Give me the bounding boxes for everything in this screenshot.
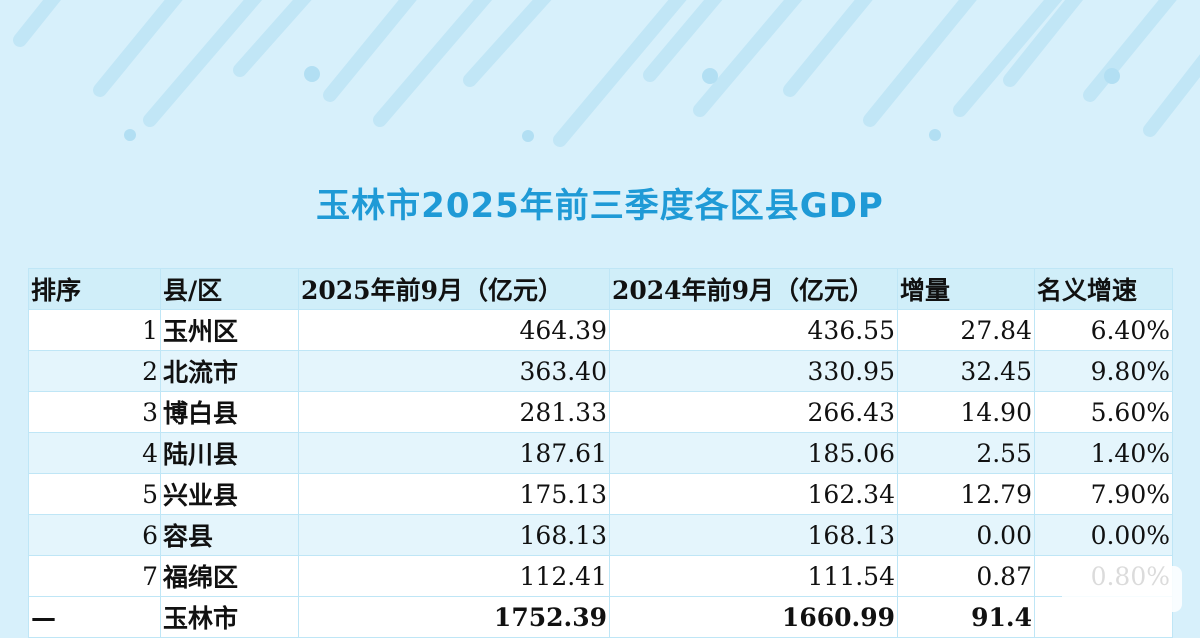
county-name-cell: 博白县 <box>160 391 299 433</box>
column-header-rank: 排序 <box>28 268 161 310</box>
county-name-cell: 兴业县 <box>160 473 299 515</box>
gdp-2025-cell: 1752.39 <box>298 596 610 638</box>
gdp-2024-cell: 266.43 <box>609 391 898 433</box>
table-row: 1 玉州区 464.39 436.55 27.84 6.40% <box>28 309 1173 351</box>
growth-cell: 7.90% <box>1034 473 1173 515</box>
growth-cell: 5.60% <box>1034 391 1173 433</box>
county-name-cell: 玉林市 <box>160 596 299 638</box>
gdp-2024-cell: 1660.99 <box>609 596 898 638</box>
gdp-2024-cell: 168.13 <box>609 514 898 556</box>
rank-cell: 3 <box>28 391 161 433</box>
gdp-2025-cell: 281.33 <box>298 391 610 433</box>
table-row: 3 博白县 281.33 266.43 14.90 5.60% <box>28 391 1173 433</box>
rank-cell: 1 <box>28 309 161 351</box>
table-row: 4 陆川县 187.61 185.06 2.55 1.40% <box>28 432 1173 474</box>
increase-cell: 2.55 <box>897 432 1035 474</box>
growth-cell: 6.40% <box>1034 309 1173 351</box>
increase-cell: 0.00 <box>897 514 1035 556</box>
table-row: 6 容县 168.13 168.13 0.00 0.00% <box>28 514 1173 556</box>
gdp-2024-cell: 162.34 <box>609 473 898 515</box>
table-row: 5 兴业县 175.13 162.34 12.79 7.90% <box>28 473 1173 515</box>
column-header-growth: 名义增速 <box>1034 268 1173 310</box>
gdp-2024-cell: 185.06 <box>609 432 898 474</box>
rank-cell: 4 <box>28 432 161 474</box>
gdp-2025-cell: 187.61 <box>298 432 610 474</box>
total-row: — 玉林市 1752.39 1660.99 91.4 <box>28 596 1173 638</box>
table-row: 7 福绵区 112.41 111.54 0.87 0.80% <box>28 555 1173 597</box>
county-name-cell: 玉州区 <box>160 309 299 351</box>
increase-cell: 32.45 <box>897 350 1035 392</box>
column-header-gdp-2024: 2024年前9月（亿元） <box>609 268 898 310</box>
increase-cell: 91.4 <box>897 596 1035 638</box>
rank-cell: — <box>28 596 161 638</box>
gdp-2025-cell: 175.13 <box>298 473 610 515</box>
growth-cell: 1.40% <box>1034 432 1173 474</box>
watermark-overlay <box>1062 566 1182 612</box>
rank-cell: 6 <box>28 514 161 556</box>
page-title: 玉林市2025年前三季度各区县GDP <box>316 186 884 226</box>
increase-cell: 14.90 <box>897 391 1035 433</box>
county-name-cell: 陆川县 <box>160 432 299 474</box>
gdp-2024-cell: 111.54 <box>609 555 898 597</box>
gdp-2024-cell: 436.55 <box>609 309 898 351</box>
gdp-table: 排序 县/区 2025年前9月（亿元） 2024年前9月（亿元） 增量 名义增速… <box>28 268 1173 638</box>
county-name-cell: 福绵区 <box>160 555 299 597</box>
increase-cell: 27.84 <box>897 309 1035 351</box>
increase-cell: 12.79 <box>897 473 1035 515</box>
county-name-cell: 北流市 <box>160 350 299 392</box>
rank-cell: 2 <box>28 350 161 392</box>
gdp-2024-cell: 330.95 <box>609 350 898 392</box>
rank-cell: 5 <box>28 473 161 515</box>
table-header-row: 排序 县/区 2025年前9月（亿元） 2024年前9月（亿元） 增量 名义增速 <box>28 268 1173 310</box>
gdp-2025-cell: 363.40 <box>298 350 610 392</box>
growth-cell: 0.00% <box>1034 514 1173 556</box>
gdp-2025-cell: 464.39 <box>298 309 610 351</box>
gdp-2025-cell: 112.41 <box>298 555 610 597</box>
column-header-increase: 增量 <box>897 268 1035 310</box>
table-row: 2 北流市 363.40 330.95 32.45 9.80% <box>28 350 1173 392</box>
growth-cell: 9.80% <box>1034 350 1173 392</box>
column-header-county: 县/区 <box>160 268 299 310</box>
column-header-gdp-2025: 2025年前9月（亿元） <box>298 268 610 310</box>
gdp-2025-cell: 168.13 <box>298 514 610 556</box>
county-name-cell: 容县 <box>160 514 299 556</box>
rank-cell: 7 <box>28 555 161 597</box>
increase-cell: 0.87 <box>897 555 1035 597</box>
